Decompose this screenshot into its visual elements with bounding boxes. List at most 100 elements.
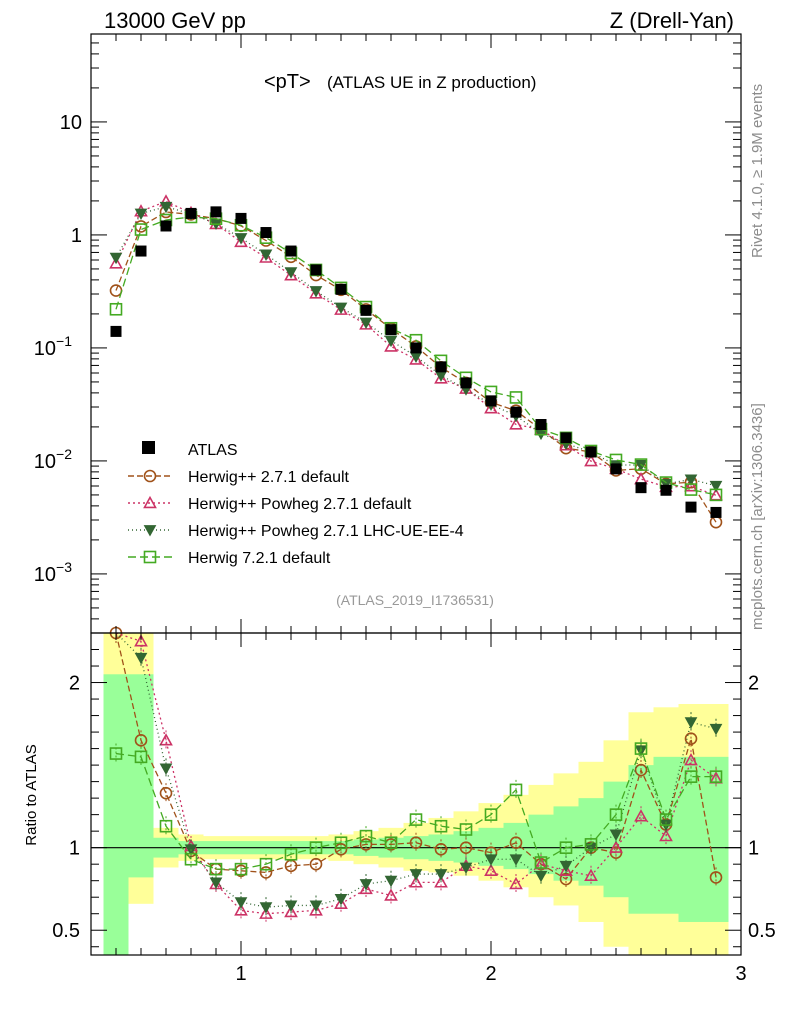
ratio-point-series-2-16 xyxy=(509,854,523,866)
top-point-series-1-9 xyxy=(334,302,348,315)
ratio-point-series-2-14 xyxy=(459,862,473,875)
ratio-point-series-0-8 xyxy=(309,857,323,871)
ratio-point-series-1-9 xyxy=(334,896,348,910)
chart-title-main: <pT> xyxy=(264,71,311,93)
ratio-point-series-1-16 xyxy=(509,876,523,890)
top-point-atlas-23 xyxy=(685,501,697,513)
ratio-point-series-1-22 xyxy=(659,828,673,842)
top-point-series-2-1 xyxy=(134,208,148,221)
top-point-series-1-15 xyxy=(484,401,498,414)
ratio-point-series-2-6 xyxy=(259,902,273,914)
ratio-point-series-1-11 xyxy=(384,888,398,901)
top-point-atlas-2 xyxy=(160,220,172,232)
top-point-series-2-7 xyxy=(284,267,298,279)
top-point-atlas-9 xyxy=(335,283,347,295)
legend: ATLAS Herwig++ 2.7.1 default Herwig++ Po… xyxy=(128,441,464,567)
ratio-point-series-0-1 xyxy=(134,734,148,747)
legend-marker-series-3 xyxy=(143,550,157,564)
top-point-series-2-6 xyxy=(259,249,273,261)
ratio-point-series-3-6 xyxy=(259,857,273,871)
ratio-point-series-1-15 xyxy=(484,863,498,876)
ratio-point-series-1-19 xyxy=(584,868,598,881)
ratio-point-series-3-0 xyxy=(109,747,123,760)
top-point-atlas-5 xyxy=(235,212,247,224)
chart-title-rest: (ATLAS UE in Z production) xyxy=(327,73,536,92)
top-point-atlas-16 xyxy=(510,406,522,418)
top-point-atlas-21 xyxy=(635,482,647,494)
legend-label-series-1: Herwig++ Powheg 2.7.1 default xyxy=(188,496,412,513)
top-point-atlas-4 xyxy=(210,206,222,218)
ratio-point-series-2-5 xyxy=(234,897,248,909)
top-point-series-1-16 xyxy=(509,417,523,430)
ratio-point-series-3-12 xyxy=(409,813,423,826)
top-point-atlas-18 xyxy=(560,432,572,444)
ratio-point-series-2-8 xyxy=(309,900,323,912)
legend-marker-series-0 xyxy=(143,469,157,483)
ratio-point-series-3-23 xyxy=(684,770,698,783)
ratio-point-series-2-15 xyxy=(484,854,498,866)
ratio-point-series-3-15 xyxy=(484,808,498,821)
ratio-point-series-3-22 xyxy=(659,813,673,826)
ratio-point-series-0-16 xyxy=(509,836,523,850)
ratio-point-series-3-19 xyxy=(584,838,598,851)
ratio-point-series-3-13 xyxy=(434,819,448,833)
top-line-series-3 xyxy=(115,216,717,496)
top-point-series-2-21 xyxy=(634,459,648,472)
x-tick-label-2: 3 xyxy=(735,963,746,985)
top-point-series-3-16 xyxy=(509,391,523,404)
ratio-point-series-2-13 xyxy=(434,869,448,881)
ratio-point-series-1-6 xyxy=(259,906,273,919)
ratio-point-series-1-21 xyxy=(634,809,648,822)
ratio-point-series-1-12 xyxy=(409,875,423,888)
band-green-21 xyxy=(628,765,654,914)
ratio-point-series-0-9 xyxy=(334,843,348,856)
ratio-point-series-1-23 xyxy=(684,753,698,766)
ratio-bands xyxy=(91,633,741,955)
ratio-point-series-3-8 xyxy=(309,841,323,854)
ratio-point-series-2-24 xyxy=(709,723,723,736)
ratio-ytick-label-right-0: 2 xyxy=(748,673,759,695)
top-series xyxy=(109,194,723,529)
top-point-atlas-24 xyxy=(710,506,722,518)
header-right: Z (Drell-Yan) xyxy=(610,8,734,33)
ratio-point-series-3-21 xyxy=(634,742,648,755)
ratio-ytick-label-left-1: 1 xyxy=(69,838,80,860)
top-point-series-2-24 xyxy=(709,480,723,493)
ratio-point-series-3-2 xyxy=(159,819,173,833)
top-point-series-1-23 xyxy=(684,479,698,492)
ratio-point-series-1-8 xyxy=(309,903,323,916)
top-point-atlas-19 xyxy=(585,446,597,458)
top-point-atlas-3 xyxy=(185,207,197,219)
top-point-atlas-6 xyxy=(260,227,272,239)
top-point-atlas-15 xyxy=(485,395,497,407)
ratio-point-series-1-7 xyxy=(284,904,298,918)
ratio-point-series-0-2 xyxy=(159,786,173,800)
ratio-point-series-1-18 xyxy=(559,863,573,876)
band-green-0 xyxy=(103,674,129,955)
top-point-series-3-21 xyxy=(634,458,648,471)
top-point-atlas-14 xyxy=(460,377,472,389)
top-point-series-1-19 xyxy=(584,453,598,467)
top-point-atlas-20 xyxy=(610,463,622,475)
top-point-atlas-22 xyxy=(660,484,672,496)
ratio-point-series-3-16 xyxy=(509,783,523,797)
ratio-point-series-2-23 xyxy=(684,717,698,729)
top-ytick-label-0: 10 xyxy=(60,112,82,134)
top-point-series-3-24 xyxy=(709,488,723,502)
ratio-point-series-3-11 xyxy=(384,836,398,850)
top-ytick-label-3: 10−2 xyxy=(34,446,72,473)
ratio-point-series-3-4 xyxy=(209,862,223,876)
top-point-series-1-12 xyxy=(409,352,423,365)
ratio-point-series-0-24 xyxy=(709,871,723,884)
ratio-point-series-0-12 xyxy=(409,836,423,850)
axes: 1 2 3 10 1 10−1 10−2 10−3 2 2 1 1 0.5 0.5 xyxy=(34,33,776,985)
ratio-point-series-2-7 xyxy=(284,900,298,912)
top-point-series-1-13 xyxy=(434,371,448,384)
top-point-atlas-13 xyxy=(435,361,447,373)
top-point-series-2-8 xyxy=(309,286,323,298)
side-label-mcplots: mcplots.cern.ch [arXiv:1306.3436] xyxy=(749,403,766,630)
top-point-series-2-23 xyxy=(684,474,698,486)
top-point-atlas-1 xyxy=(135,245,147,257)
ratio-point-series-2-17 xyxy=(534,870,548,883)
